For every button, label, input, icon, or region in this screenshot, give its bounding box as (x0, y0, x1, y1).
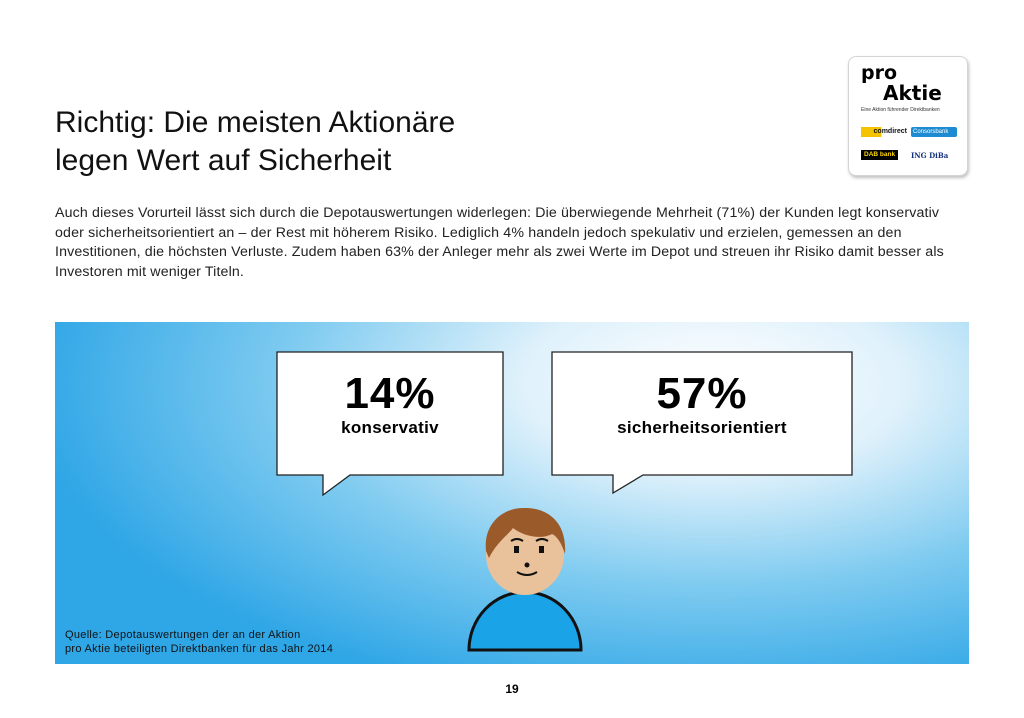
infographic-drawing (276, 351, 853, 652)
title-line-1: Richtig: Die meisten Aktionäre (55, 106, 456, 139)
source-note: Quelle: Depotauswertungen der an der Akt… (65, 628, 333, 656)
source-line-1: Quelle: Depotauswertungen der an der Akt… (65, 629, 301, 641)
person-body (467, 590, 583, 652)
logo-partner-consorsbank: Consorsbank (911, 127, 957, 137)
pro-aktie-logo: pro Aktie Eine Aktion führender Direktba… (848, 56, 968, 176)
logo-pro-text: pro (861, 62, 898, 84)
stat-konservativ: 14% konservativ (277, 370, 503, 438)
stat-value: 14% (344, 369, 436, 418)
stat-label: sicherheitsorientiert (617, 418, 787, 437)
source-line-2: pro Aktie beteiligten Direktbanken für d… (65, 643, 334, 655)
stat-value: 57% (656, 369, 748, 418)
infographic-panel: 14% konservativ 57% sicherheitsorientier… (55, 322, 969, 664)
logo-partner-ing: ING DiBa (911, 151, 949, 160)
logo-partner-dab: DAB bank (861, 143, 907, 160)
speech-bubble-right (551, 351, 853, 495)
person-head (485, 507, 566, 595)
page-title: Richtig: Die meisten Aktionäre legen Wer… (55, 104, 455, 180)
logo-aktie-text: Aktie (883, 81, 942, 105)
stat-label: konservativ (341, 418, 439, 437)
stat-sicherheitsorientiert: 57% sicherheitsorientiert (552, 370, 852, 438)
speech-bubble-left (276, 351, 504, 497)
intro-paragraph: Auch dieses Vorurteil lässt sich durch d… (55, 205, 944, 280)
title-line-2: legen Wert auf Sicherheit (55, 144, 392, 177)
logo-partner-comdirect: comdirect (861, 127, 907, 137)
logo-tagline: Eine Aktion führender Direktbanken (861, 107, 940, 113)
page-number: 19 (505, 682, 519, 696)
